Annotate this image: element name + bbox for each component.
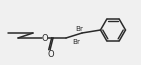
Text: O: O [48, 50, 54, 59]
Text: O: O [42, 33, 48, 43]
Text: Br: Br [75, 25, 83, 32]
Text: Br: Br [72, 39, 80, 45]
